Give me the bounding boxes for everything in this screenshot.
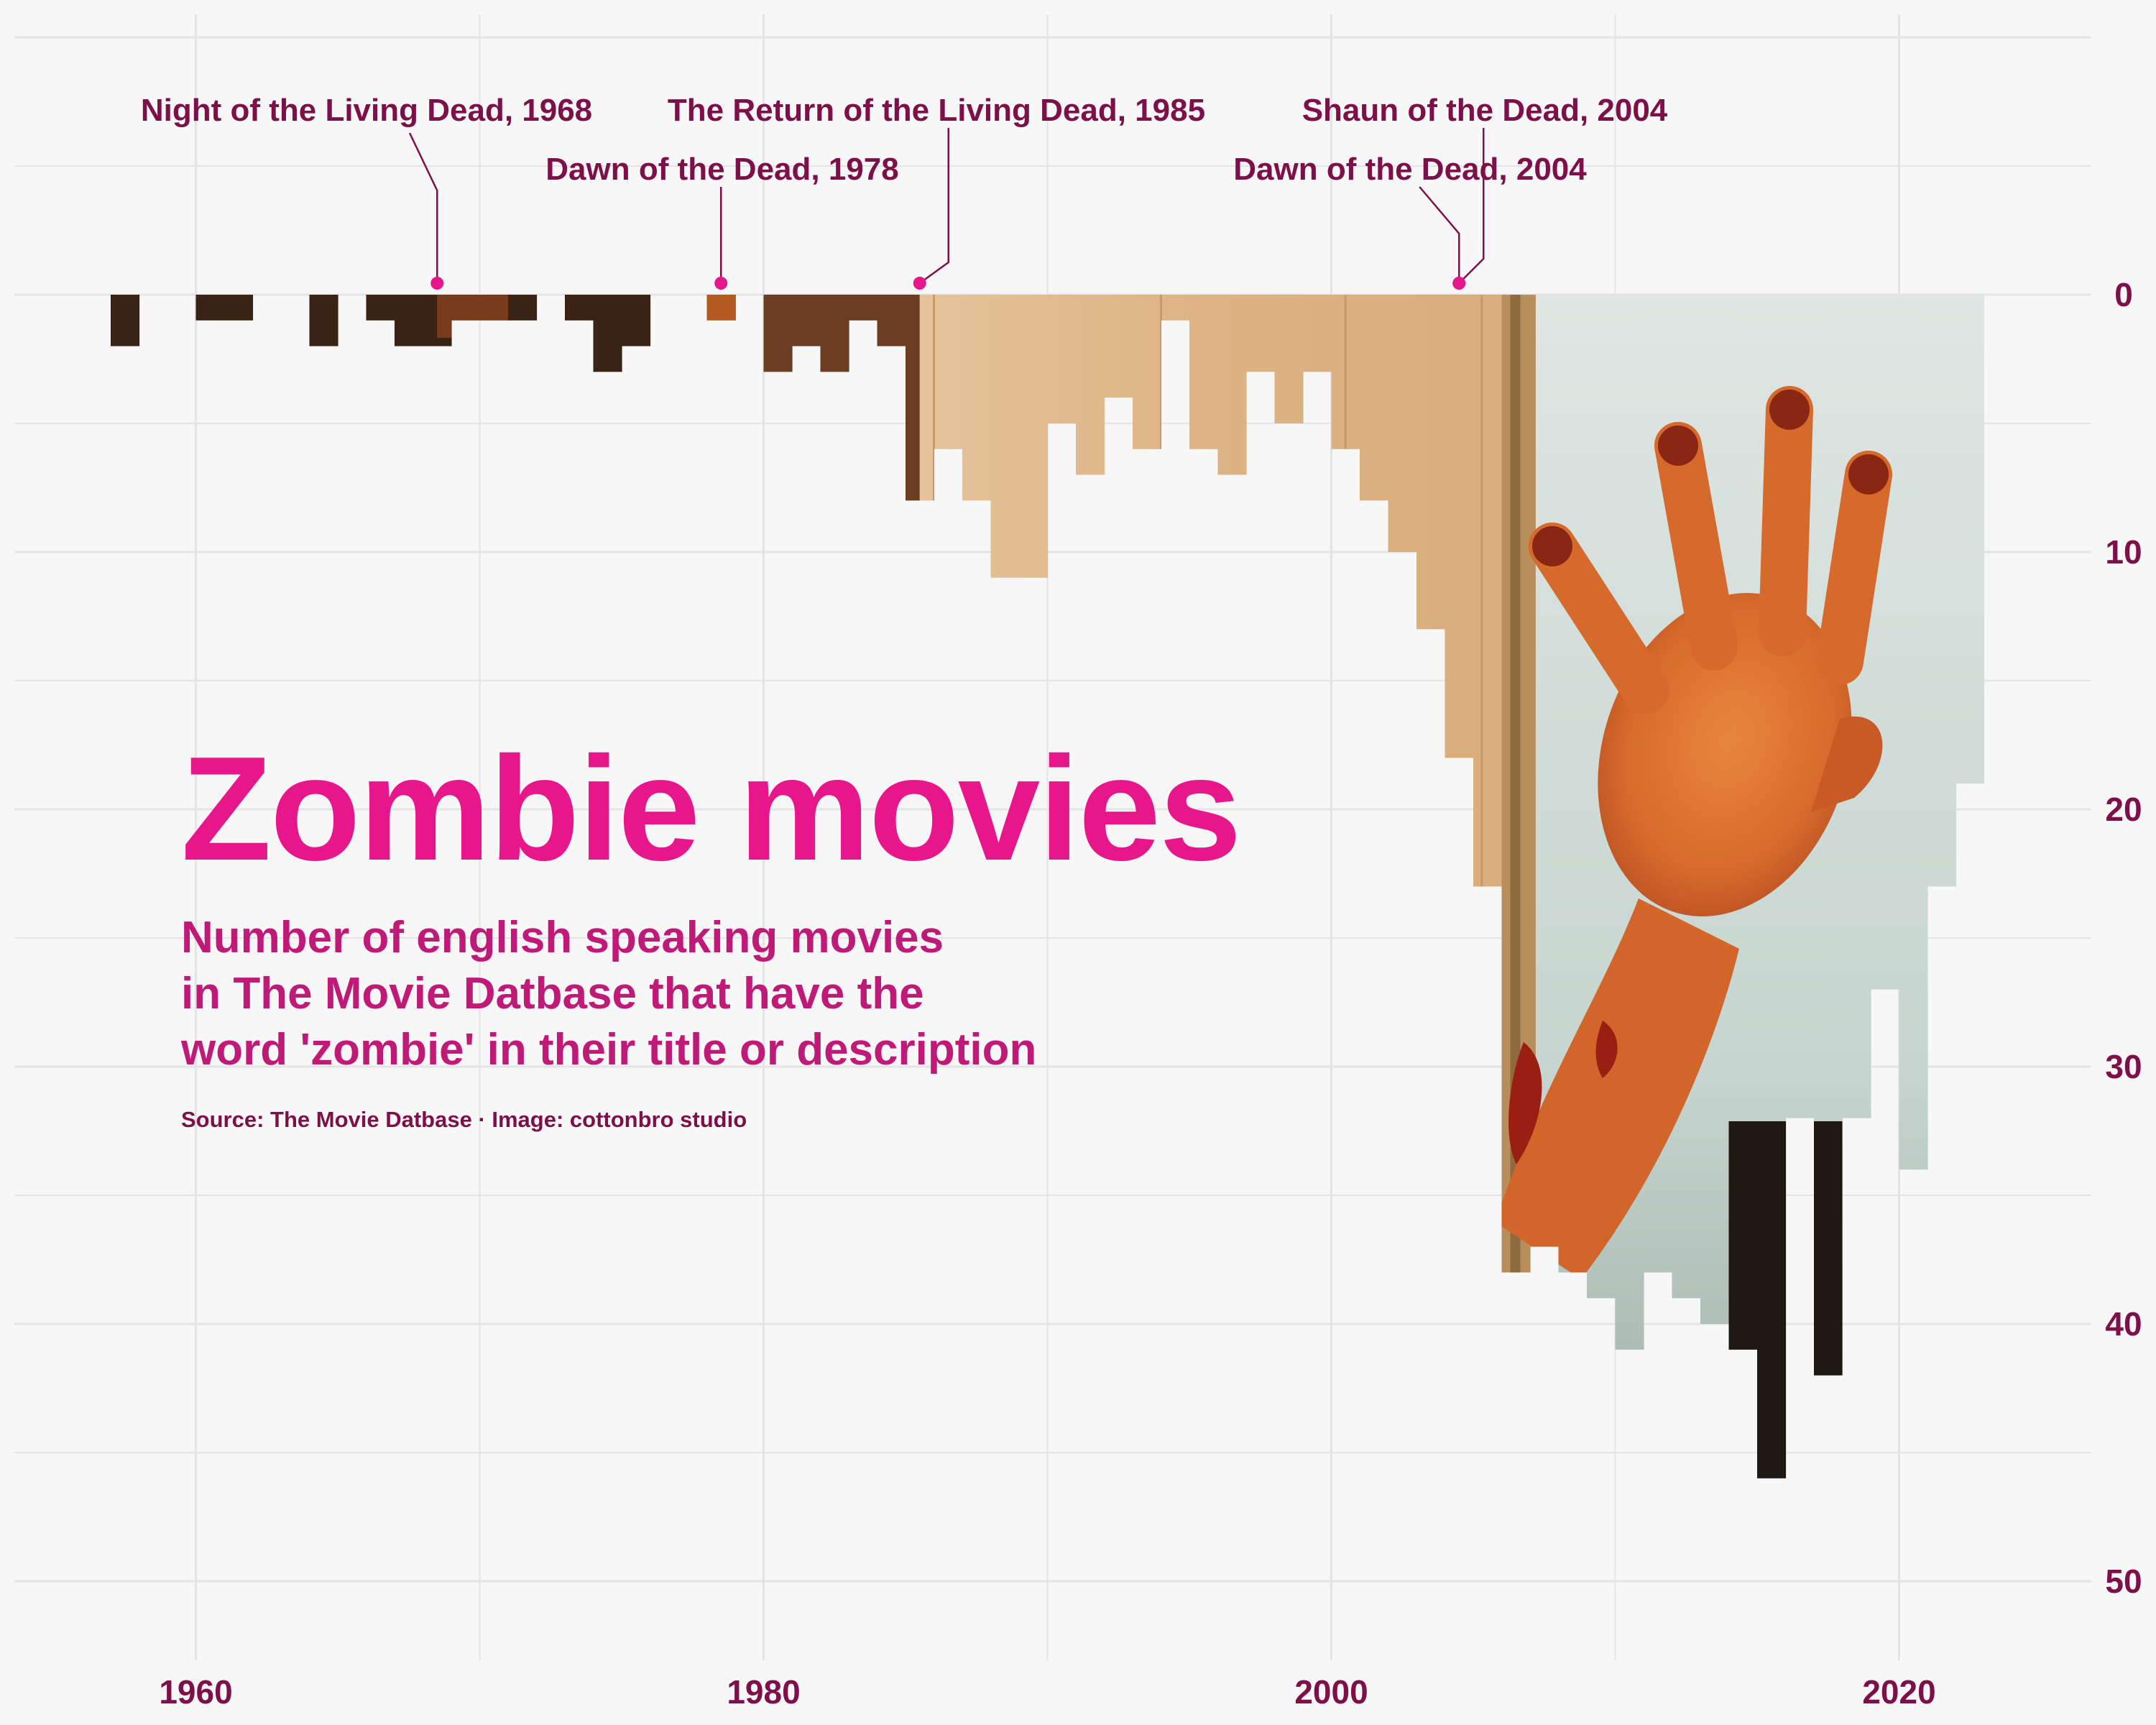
subtitle-line: Number of english speaking movies: [181, 913, 944, 962]
y-tick-label: 20: [2105, 791, 2142, 828]
chart-title: Zombie movies: [181, 726, 1242, 891]
annotation-label: Dawn of the Dead, 1978: [545, 152, 898, 187]
annotations: Night of the Living Dead, 1968 Dawn of th…: [141, 93, 1668, 290]
x-tick-label: 2020: [1862, 1673, 1935, 1711]
annotation-label: Shaun of the Dead, 2004: [1302, 93, 1668, 128]
y-tick-label: 40: [2105, 1305, 2142, 1343]
y-tick-label: 30: [2105, 1048, 2142, 1085]
subtitle-line: word 'zombie' in their title or descript…: [181, 1025, 1037, 1075]
y-tick-label: 50: [2105, 1563, 2142, 1600]
annotation-connector: [919, 128, 949, 285]
chart-subtitle: Number of english speaking movies in The…: [181, 910, 1331, 1078]
subtitle-line: in The Movie Datbase that have the: [181, 969, 924, 1018]
annotation-connector: [1419, 186, 1460, 283]
annotation-connector: [1458, 128, 1485, 284]
axes: 1960 1980 2000 2020 0 10 20 30 40 50: [159, 276, 2142, 1711]
annotation-point: [430, 277, 444, 290]
annotation-point: [1452, 277, 1466, 290]
annotation-point: [913, 277, 926, 290]
annotation-connector: [408, 132, 438, 283]
title-block: Zombie movies Number of english speaking…: [181, 733, 1331, 1133]
annotation-point: [714, 277, 728, 290]
annotation-label: Dawn of the Dead, 2004: [1233, 152, 1587, 187]
y-tick-label: 0: [2114, 276, 2133, 313]
chart-source: Source: The Movie Datbase · Image: cotto…: [181, 1107, 747, 1132]
y-tick-label: 10: [2105, 533, 2142, 571]
x-tick-label: 2000: [1294, 1673, 1368, 1711]
annotation-label: The Return of the Living Dead, 1985: [668, 93, 1205, 128]
annotation-label: Night of the Living Dead, 1968: [141, 93, 592, 128]
x-tick-label: 1960: [159, 1673, 232, 1711]
x-tick-label: 1980: [727, 1673, 800, 1711]
zombie-hand-icon: [1495, 386, 1892, 1279]
